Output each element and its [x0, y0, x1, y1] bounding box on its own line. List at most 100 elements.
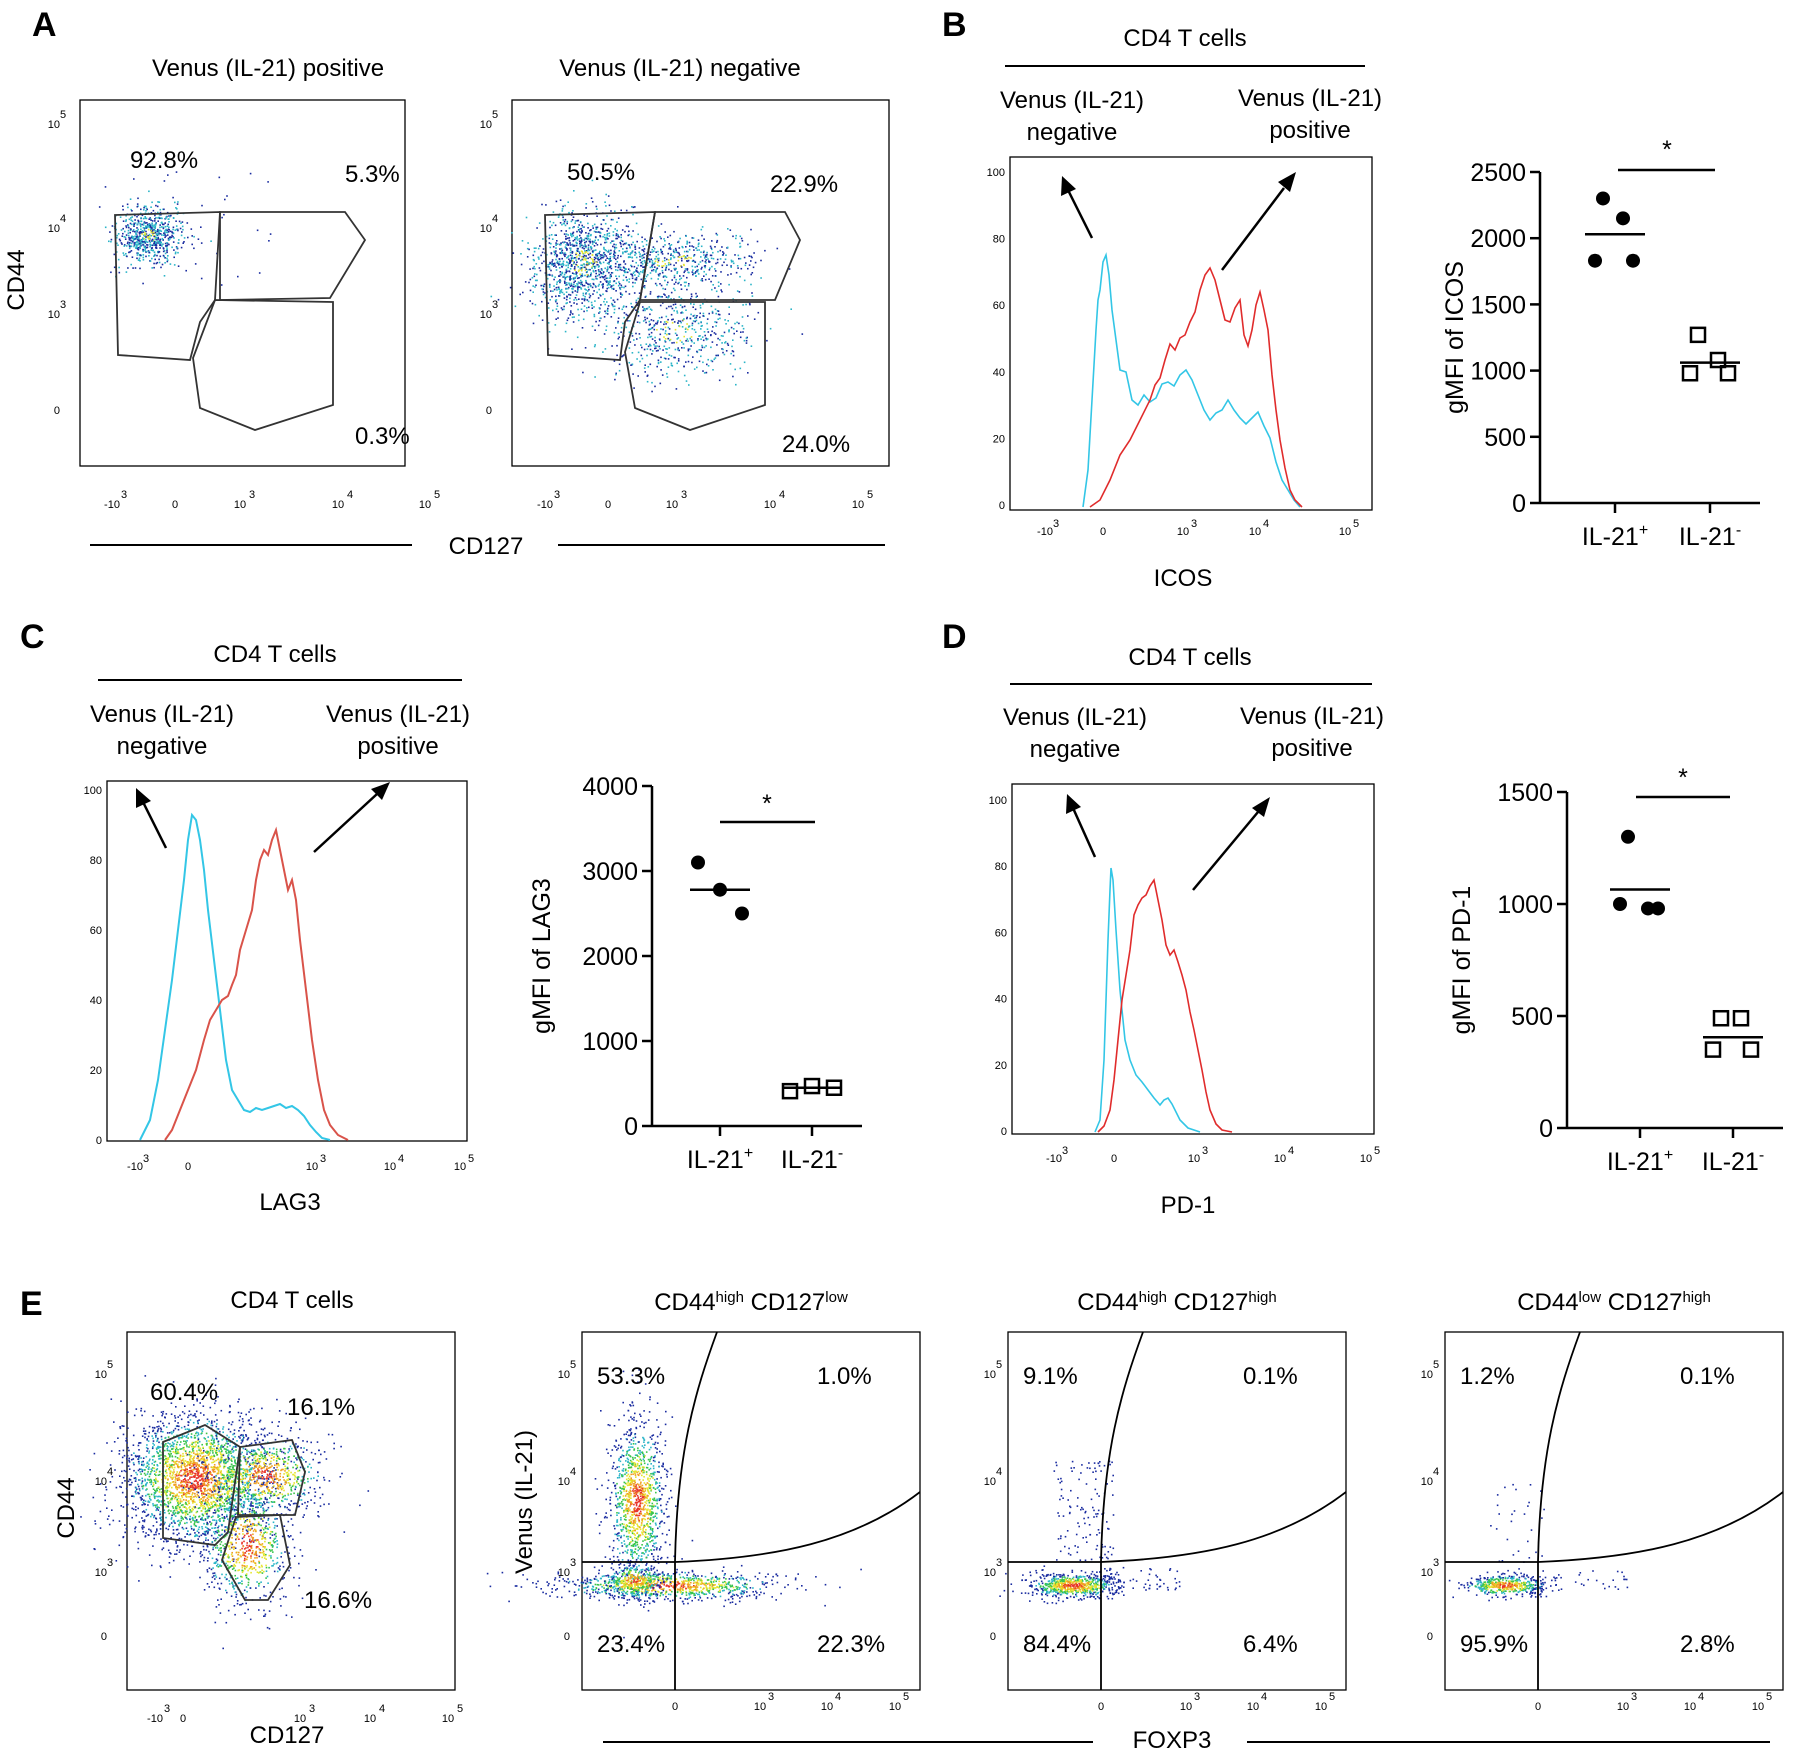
panel-b-gmfi-point-il21neg [1689, 326, 1707, 344]
panel-a-plot2-dot [657, 296, 659, 299]
panel-a-plot2-dot [659, 304, 662, 307]
panel-a-plot2-dot [552, 246, 555, 248]
panel-a-plot2-dot [695, 247, 698, 249]
panel-a-plot2-dot [684, 256, 687, 258]
panel-e-left-dot [145, 1494, 147, 1497]
flow-x-tick-label: 10 [666, 499, 678, 511]
panel-e-left-dot [197, 1476, 200, 1479]
panel-a-plot2-dot [665, 266, 668, 269]
panel-e-left-dot [272, 1486, 275, 1488]
panel-e-left-dot [145, 1484, 147, 1487]
panel-a-plot2-dot [605, 249, 608, 252]
panel-a-plot2-dot [591, 278, 594, 281]
panel-e-left-dot [213, 1531, 215, 1533]
panel-e-left-dot [163, 1444, 166, 1447]
panel-a-plot2-dot [663, 323, 665, 326]
panel-e-left-dot [218, 1481, 220, 1484]
panel-a-plot2-dot [722, 351, 724, 354]
panel-a-plot2-dot [656, 284, 658, 287]
panel-a-plot2-dot [655, 347, 657, 349]
panel-e-left-dot [203, 1505, 206, 1508]
panel-a-plot2-dot [612, 284, 615, 287]
panel-e-left-dot [119, 1426, 121, 1428]
panel-a-plot2-dot [663, 257, 666, 259]
panel-a-plot2-dot [619, 288, 622, 291]
panel-a-plot2-dot [577, 319, 580, 322]
panel-a-plot2-dot [691, 361, 693, 364]
panel-a-plot2-dot [600, 262, 602, 265]
panel-a-plot2-dot [616, 344, 618, 347]
panel-a-plot2-dot [573, 190, 575, 192]
panel-a-plot1-dot [174, 251, 177, 254]
panel-a-plot2-dot [591, 325, 594, 328]
panel-e-left-dot [198, 1515, 201, 1518]
panel-a-plot2-dot [580, 267, 583, 269]
panel-a-plot2-dot [736, 321, 738, 324]
panel-a-plot2-dot [593, 306, 595, 308]
panel-e-left-dot [164, 1455, 166, 1457]
panel-a-plot2-dot [585, 250, 588, 252]
panel-a-plot2-dot [685, 246, 687, 248]
panel-e-left-dot [198, 1531, 200, 1534]
panel-a-plot2-dot [638, 333, 641, 335]
panel-a-plot1-dot [149, 243, 151, 246]
panel-e-left-dot [165, 1492, 167, 1495]
panel-a-plot2-dot [617, 317, 620, 319]
histogram-x-tick-exp: 5 [1374, 1145, 1380, 1157]
panel-e-left-dot [146, 1473, 149, 1475]
panel-e-left-dot [202, 1500, 204, 1502]
panel-a-plot2-dot [591, 266, 593, 268]
panel-a-plot2-dot [637, 233, 639, 236]
panel-e-left-dot [211, 1469, 214, 1471]
panel-e-left-dot [160, 1435, 163, 1438]
panel-a-plot2-dot [615, 258, 617, 261]
panel-e-left-dot [153, 1467, 156, 1470]
panel-a-plot2-dot [570, 282, 573, 285]
panel-a-plot1-dot [151, 238, 154, 241]
panel-a-plot2-dot [566, 257, 568, 259]
panel-a-plot2-dot [643, 348, 646, 351]
panel-a-plot1-dot [125, 271, 128, 273]
panel-a-plot2-dot [670, 270, 673, 272]
panel-e-left-dot [192, 1506, 195, 1508]
panel-a-plot2-dot [706, 251, 708, 254]
panel-e-left-dot [167, 1502, 170, 1505]
panel-e-left-dot [184, 1510, 187, 1512]
panel-a-plot1-dot [130, 219, 133, 221]
panel-a-plot2-dot [591, 241, 594, 243]
panel-e-left-dot [184, 1502, 187, 1505]
panel-e-left-dot [165, 1469, 168, 1471]
panel-a-plot2-dot [595, 254, 597, 257]
panel-a-plot2-dot [665, 307, 668, 310]
panel-e-left-dot [232, 1481, 234, 1483]
panel-e-left-dot [197, 1437, 200, 1440]
panel-a-plot1-dot [129, 237, 132, 239]
panel-a-plot1-dot [142, 226, 145, 229]
panel-a-plot1-dot [142, 256, 145, 259]
panel-e-left-dot [151, 1564, 153, 1567]
panel-a-plot2-dot [673, 267, 676, 270]
panel-a-plot2-dot [691, 322, 694, 325]
panel-e-left-dot [138, 1468, 141, 1470]
panel-a-plot2-dot [687, 326, 690, 328]
panel-a-plot2-dot [683, 250, 686, 253]
panel-a-plot2-dot [615, 372, 617, 375]
panel-a-plot2-dot [630, 332, 633, 335]
panel-a-plot2-dot [695, 296, 698, 298]
panel-e-left-dot [188, 1534, 190, 1536]
panel-a-plot2-dot [599, 254, 602, 256]
panel-a-plot2-dot [699, 307, 702, 309]
panel-a-plot2-dot [588, 306, 590, 309]
panel-e-left-dot [221, 1488, 223, 1491]
panel-a-plot2-dot [621, 240, 624, 243]
panel-a-plot1-dot [155, 247, 157, 249]
panel-e-left-dot [147, 1513, 150, 1516]
panel-e-left-dot [189, 1460, 192, 1463]
panel-a-plot2-dot [635, 299, 638, 302]
panel-a-plot2-dot [622, 248, 624, 250]
panel-e-left-dot [190, 1528, 193, 1530]
panel-a-plot2-dot [619, 266, 622, 269]
panel-a-plot2-dot [604, 303, 606, 306]
histogram-y-tick: 60 [90, 925, 102, 937]
panel-a-plot2-dot [587, 252, 589, 255]
